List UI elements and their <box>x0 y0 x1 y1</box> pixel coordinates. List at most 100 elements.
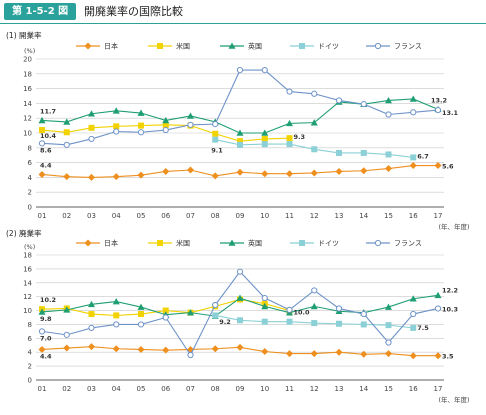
x-tick-label: 11 <box>285 385 294 393</box>
data-point <box>88 343 95 351</box>
data-point <box>336 320 342 327</box>
data-point <box>112 345 120 353</box>
y-unit-label: (%) <box>24 243 35 251</box>
data-point <box>434 352 442 360</box>
legend-marker <box>84 42 92 50</box>
data-point <box>385 151 392 158</box>
data-point <box>112 298 120 305</box>
data-point <box>39 127 45 134</box>
data-point <box>113 123 120 130</box>
x-tick-label: 01 <box>38 385 47 393</box>
data-point <box>237 138 243 145</box>
legend-marker <box>299 43 305 49</box>
data-point <box>88 311 95 318</box>
data-point <box>112 107 120 114</box>
y-tick-label: 0 <box>28 204 32 212</box>
data-point <box>88 173 95 181</box>
data-label: 7.5 <box>417 324 429 332</box>
x-tick-label: 16 <box>409 212 418 220</box>
figure-header: 第 1-5-2 図 開廃業率の国際比較 <box>0 0 486 24</box>
legend-label: フランス <box>394 43 422 51</box>
data-point <box>112 173 120 181</box>
series-line <box>41 98 439 134</box>
data-point <box>162 307 169 314</box>
data-point <box>286 306 293 313</box>
x-unit-label: (年、年度) <box>438 222 469 231</box>
data-point <box>360 350 368 358</box>
data-point <box>162 167 170 175</box>
data-point <box>335 167 343 175</box>
y-tick-label: 4 <box>28 174 33 182</box>
x-tick-label: 13 <box>335 212 344 220</box>
legend-label: 英国 <box>248 42 262 51</box>
data-point <box>162 116 170 124</box>
data-point <box>311 287 318 294</box>
data-point <box>335 97 343 104</box>
data-point <box>360 310 367 318</box>
y-tick-label: 12 <box>23 293 32 301</box>
data-point <box>336 149 342 156</box>
data-point <box>212 301 219 309</box>
data-point <box>335 348 343 356</box>
data-point <box>113 128 120 135</box>
data-label: 8.6 <box>40 146 52 154</box>
data-point <box>38 170 46 178</box>
data-point <box>286 350 293 358</box>
x-tick-label: 09 <box>236 212 245 220</box>
x-tick-label: 06 <box>161 212 170 220</box>
data-point <box>88 324 95 332</box>
y-tick-label: 14 <box>23 100 32 108</box>
data-point <box>63 331 70 338</box>
header-divider <box>0 23 486 24</box>
y-tick-label: 8 <box>28 321 32 329</box>
data-point <box>385 322 392 329</box>
data-point <box>310 302 318 310</box>
x-tick-label: 04 <box>112 385 121 393</box>
data-point <box>261 318 268 325</box>
data-point <box>113 312 120 319</box>
data-label: 4.4 <box>40 352 52 360</box>
data-point <box>261 67 268 74</box>
data-point <box>137 303 145 310</box>
x-tick-label: 03 <box>87 385 96 393</box>
data-point <box>360 101 367 108</box>
data-point <box>286 119 293 127</box>
data-point <box>38 345 46 353</box>
data-point <box>187 351 194 359</box>
data-label: 7.0 <box>40 334 52 342</box>
y-tick-label: 4 <box>28 349 33 357</box>
x-tick-label: 04 <box>112 212 121 220</box>
legend-marker <box>228 42 236 49</box>
y-tick-label: 2 <box>28 363 32 371</box>
data-point <box>261 135 268 142</box>
legend-marker <box>228 239 236 246</box>
x-tick-label: 10 <box>260 212 269 220</box>
data-label: 10.4 <box>40 132 57 140</box>
legend-marker <box>374 239 382 247</box>
legend-marker <box>374 42 382 50</box>
data-point <box>261 129 269 136</box>
legend-marker <box>157 43 163 49</box>
data-point <box>434 291 442 299</box>
data-point <box>88 124 95 131</box>
x-tick-label: 03 <box>87 212 96 220</box>
data-point <box>137 345 145 353</box>
data-label: 9.2 <box>219 318 231 326</box>
y-tick-label: 10 <box>23 130 32 138</box>
data-point <box>335 305 343 312</box>
data-point <box>385 350 392 358</box>
x-tick-label: 15 <box>384 385 393 393</box>
data-point <box>162 346 170 354</box>
data-point <box>212 121 219 128</box>
data-point <box>409 352 417 360</box>
chart-subtitle: (2) 廃業率 <box>6 228 42 238</box>
data-point <box>63 118 71 125</box>
series-line <box>41 270 439 357</box>
data-point <box>63 306 71 313</box>
data-point <box>410 109 417 116</box>
chart-subtitle: (1) 開業率 <box>6 30 42 40</box>
x-tick-label: 08 <box>211 212 220 220</box>
data-point <box>261 170 269 178</box>
